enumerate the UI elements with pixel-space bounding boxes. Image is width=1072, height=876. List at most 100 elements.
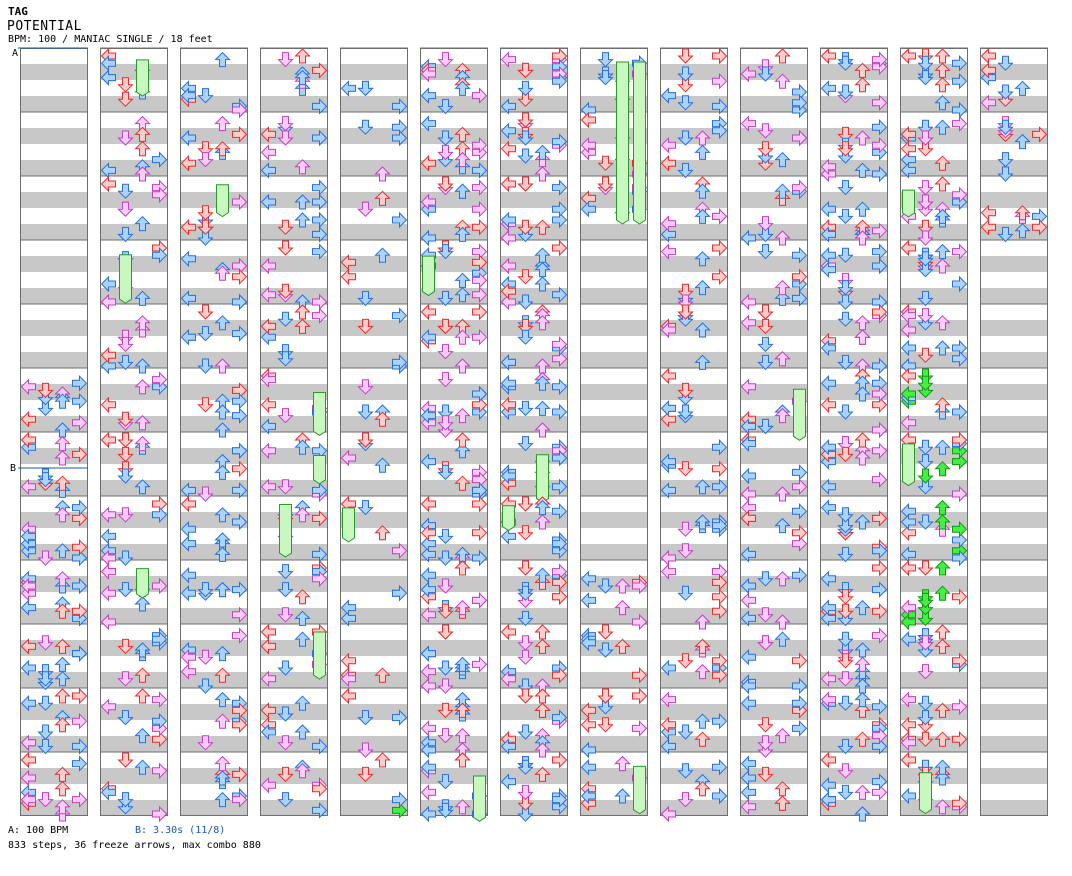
- arrow-icon: [472, 136, 488, 154]
- arrow-icon: [854, 806, 871, 822]
- chart-stats: 833 steps, 36 freeze arrows, max combo 8…: [8, 840, 261, 851]
- arrow-icon: [774, 279, 791, 296]
- arrow-icon: [677, 404, 694, 420]
- arrow-icon: [917, 375, 934, 391]
- arrow-icon: [820, 396, 836, 414]
- arrow-icon: [20, 638, 36, 655]
- arrow-icon: [420, 229, 436, 247]
- arrow-icon: [517, 496, 534, 512]
- arrow-icon: [820, 599, 836, 616]
- arrow-icon: [820, 691, 836, 708]
- arrow-icon: [900, 239, 916, 257]
- arrow-icon: [837, 546, 854, 563]
- arrow-icon: [340, 449, 356, 467]
- arrow-icon: [740, 769, 756, 787]
- arrow-icon: [952, 652, 968, 670]
- arrow-icon: [934, 585, 951, 601]
- arrow-icon: [500, 211, 516, 229]
- arrow-icon: [854, 656, 871, 672]
- arrow-icon: [437, 464, 454, 481]
- arrow-icon: [534, 400, 551, 416]
- arrow-icon: [180, 129, 196, 147]
- arrow-icon: [454, 287, 471, 303]
- arrow-icon: [614, 755, 631, 772]
- arrow-icon: [632, 577, 648, 595]
- arrow-icon: [312, 226, 328, 243]
- arrow-icon: [420, 193, 436, 211]
- arrow-icon: [854, 386, 871, 402]
- arrow-icon: [232, 392, 248, 410]
- arrow-icon: [54, 450, 71, 466]
- arrow-icon: [420, 741, 436, 759]
- arrow-icon: [180, 154, 196, 172]
- arrow-icon: [900, 691, 916, 708]
- arrow-icon: [740, 314, 756, 332]
- arrow-icon: [534, 514, 551, 530]
- arrow-icon: [500, 175, 516, 193]
- arrow-icon: [134, 315, 151, 331]
- arrow-icon: [472, 385, 488, 403]
- arrow-icon: [37, 671, 54, 687]
- arrow-icon: [854, 62, 871, 78]
- arrow-icon: [437, 130, 454, 146]
- arrow-icon: [757, 354, 774, 371]
- arrow-icon: [420, 303, 436, 321]
- arrow-icon: [677, 461, 694, 477]
- arrow-icon: [72, 602, 88, 620]
- arrow-icon: [277, 660, 294, 676]
- arrow-icon: [180, 218, 196, 236]
- arrow-icon: [632, 613, 648, 631]
- arrow-icon: [934, 560, 951, 576]
- arrow-icon: [54, 507, 71, 523]
- arrow-icon: [20, 659, 36, 677]
- arrow-icon: [454, 702, 471, 718]
- arrow-icon: [552, 179, 568, 196]
- chart-column: [500, 47, 568, 822]
- arrow-icon: [437, 244, 454, 260]
- arrow-icon: [232, 513, 248, 531]
- arrow-icon: [580, 716, 596, 734]
- arrow-icon: [214, 51, 231, 68]
- arrow-icon: [854, 130, 871, 146]
- arrow-icon: [232, 482, 248, 499]
- arrow-icon: [180, 648, 196, 666]
- arrow-icon: [134, 379, 151, 395]
- arrow-icon: [774, 727, 791, 744]
- arrow-icon: [37, 550, 54, 566]
- arrow-icon: [934, 77, 951, 93]
- arrow-icon: [517, 148, 534, 164]
- arrow-icon: [260, 478, 276, 496]
- arrow-icon: [54, 656, 71, 672]
- arrow-icon: [774, 571, 791, 587]
- arrow-icon: [437, 603, 454, 619]
- arrow-icon: [214, 713, 231, 729]
- arrow-icon: [152, 762, 168, 780]
- arrow-icon: [117, 582, 134, 598]
- arrow-icon: [792, 464, 808, 481]
- arrow-icon: [934, 258, 951, 274]
- arrow-icon: [740, 293, 756, 311]
- arrow-icon: [534, 144, 551, 160]
- arrow-icon: [517, 635, 534, 651]
- arrow-icon: [757, 607, 774, 623]
- arrow-icon: [917, 468, 934, 484]
- arrow-icon: [37, 472, 54, 488]
- arrow-icon: [54, 671, 71, 687]
- arrow-icon: [340, 268, 356, 286]
- arrow-icon: [837, 507, 854, 523]
- arrow-icon: [197, 582, 214, 598]
- arrow-icon: [740, 677, 756, 695]
- arrow-icon: [20, 599, 36, 616]
- arrow-icon: [900, 126, 916, 143]
- arrow-icon: [660, 691, 676, 708]
- arrow-icon: [952, 186, 968, 204]
- arrow-icon: [934, 315, 951, 331]
- arrow-icon: [20, 431, 36, 449]
- arrow-icon: [757, 123, 774, 139]
- freeze-arrow-icon: [216, 184, 229, 218]
- arrow-icon: [757, 66, 774, 82]
- arrow-icon: [837, 311, 854, 327]
- arrow-icon: [54, 393, 71, 409]
- arrow-icon: [500, 354, 516, 371]
- arrow-icon: [740, 467, 756, 485]
